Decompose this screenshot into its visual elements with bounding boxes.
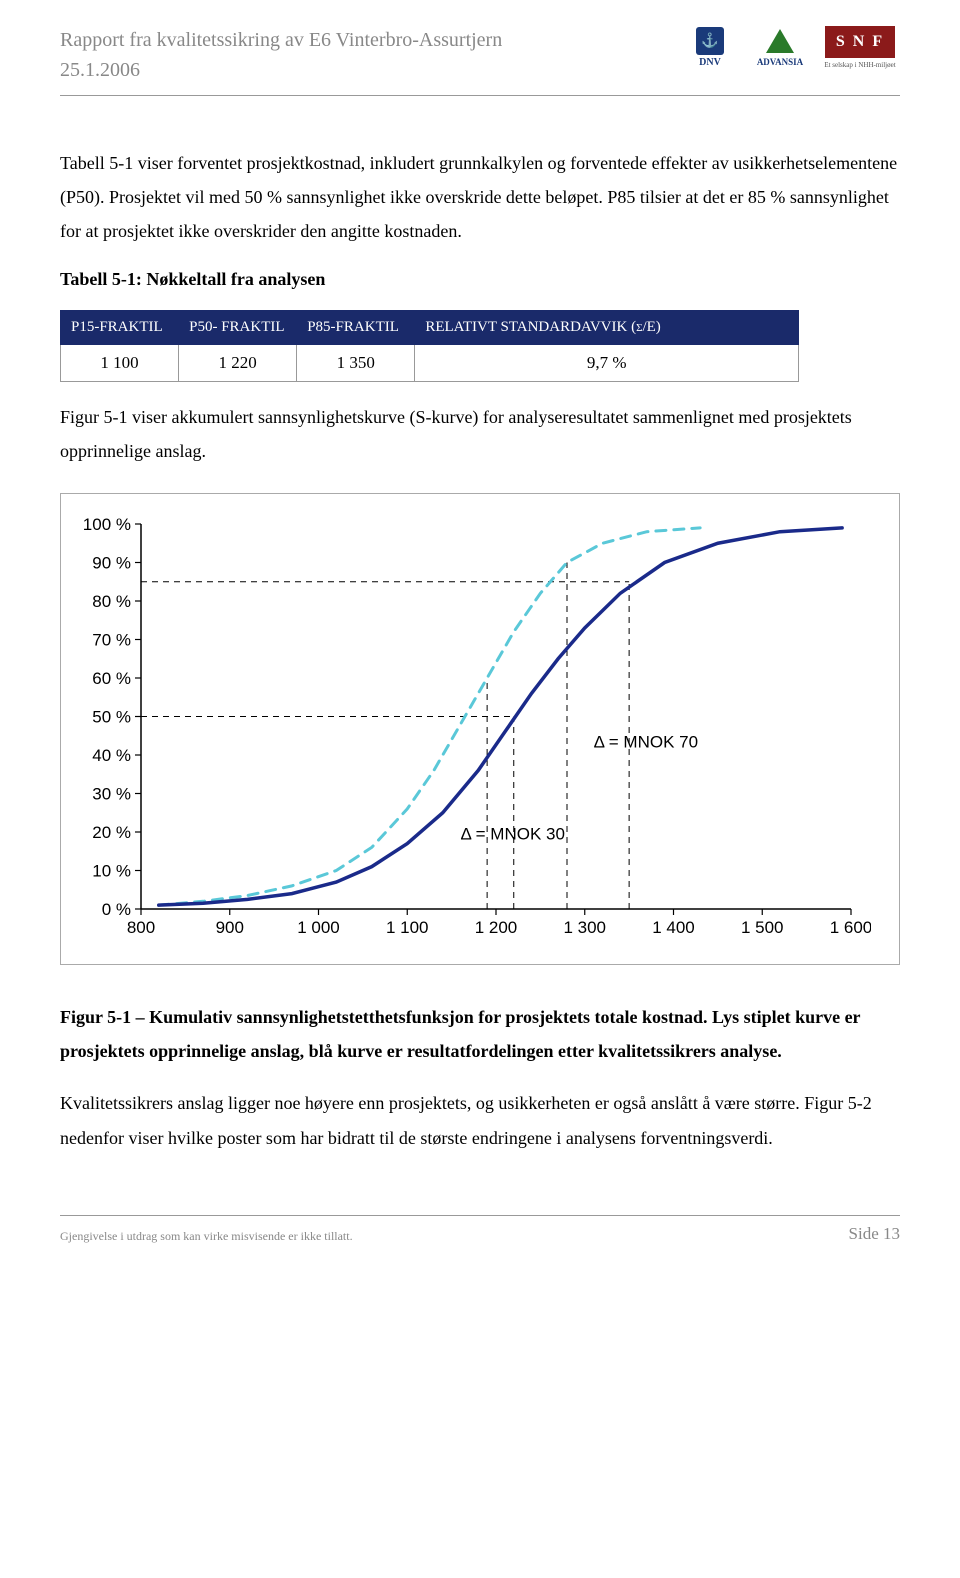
header-title-block: Rapport fra kvalitetssikring av E6 Vinte…	[60, 25, 502, 85]
cell-p85: 1 350	[297, 344, 415, 381]
svg-text:0 %: 0 %	[102, 900, 131, 919]
logo-dnv: ⚓ DNV	[680, 25, 740, 70]
anchor-icon: ⚓	[696, 27, 724, 55]
chart-svg: 0 % 10 % 20 % 30 % 40 % 50 % 60 % 70 % 80 % 90 % 1…	[71, 509, 871, 949]
page-header: Rapport fra kvalitetssikring av E6 Vinte…	[60, 25, 900, 96]
page-footer: Gjengivelse i utdrag som kan virke misvi…	[60, 1215, 900, 1244]
col-p85: P85-FRAKTIL	[297, 310, 415, 344]
svg-text:1 100: 1 100	[386, 918, 429, 937]
svg-text:1 600: 1 600	[830, 918, 871, 937]
svg-text:Δ = MNOK 70: Δ = MNOK 70	[594, 732, 698, 751]
footer-page: Side 13	[849, 1224, 900, 1244]
logo-row: ⚓ DNV ADVANSIA S N F Et selskap i NHH-mi…	[680, 25, 900, 70]
footer-disclaimer: Gjengivelse i utdrag som kan virke misvi…	[60, 1229, 353, 1244]
paragraph-conclusion: Kvalitetssikrers anslag ligger noe høyer…	[60, 1086, 900, 1154]
figure-caption: Figur 5-1 – Kumulativ sannsynlighetstett…	[60, 1000, 900, 1068]
svg-text:70 %: 70 %	[92, 630, 131, 649]
svg-text:90 %: 90 %	[92, 553, 131, 572]
col-p15: P15-FRAKTIL	[61, 310, 179, 344]
svg-text:60 %: 60 %	[92, 669, 131, 688]
svg-text:80 %: 80 %	[92, 592, 131, 611]
cell-p15: 1 100	[61, 344, 179, 381]
table-caption: Tabell 5-1: Nøkkeltall fra analysen	[60, 269, 900, 290]
svg-text:1 000: 1 000	[297, 918, 340, 937]
cell-relstd: 9,7 %	[415, 344, 799, 381]
figure-caption-text: Figur 5-1 – Kumulativ sannsynlighetstett…	[60, 1007, 860, 1061]
svg-text:20 %: 20 %	[92, 823, 131, 842]
svg-text:50 %: 50 %	[92, 707, 131, 726]
paragraph-figure-intro: Figur 5-1 viser akkumulert sannsynlighet…	[60, 400, 900, 468]
svg-text:1 400: 1 400	[652, 918, 695, 937]
svg-text:100 %: 100 %	[83, 515, 131, 534]
col-p50: P50- FRAKTIL	[179, 310, 297, 344]
svg-text:900: 900	[216, 918, 244, 937]
report-date: 25.1.2006	[60, 55, 502, 85]
col-relstd: RELATIVT STANDARDAVVIK (σ/E)	[415, 310, 799, 344]
svg-text:1 300: 1 300	[563, 918, 606, 937]
report-title: Rapport fra kvalitetssikring av E6 Vinte…	[60, 25, 502, 55]
logo-snf: S N F Et selskap i NHH-miljøet	[820, 25, 900, 70]
svg-text:30 %: 30 %	[92, 784, 131, 803]
svg-text:1 200: 1 200	[475, 918, 518, 937]
triangle-icon	[766, 29, 794, 53]
logo-advansia: ADVANSIA	[750, 25, 810, 70]
svg-text:10 %: 10 %	[92, 861, 131, 880]
svg-text:1 500: 1 500	[741, 918, 784, 937]
table-header-row: P15-FRAKTIL P50- FRAKTIL P85-FRAKTIL REL…	[61, 310, 799, 344]
cell-p50: 1 220	[179, 344, 297, 381]
fraktil-table: P15-FRAKTIL P50- FRAKTIL P85-FRAKTIL REL…	[60, 310, 799, 382]
svg-text:800: 800	[127, 918, 155, 937]
paragraph-intro: Tabell 5-1 viser forventet prosjektkostn…	[60, 146, 900, 249]
table-row: 1 100 1 220 1 350 9,7 %	[61, 344, 799, 381]
svg-text:40 %: 40 %	[92, 746, 131, 765]
svg-text:Δ = MNOK 30: Δ = MNOK 30	[461, 825, 565, 844]
s-curve-chart: 0 % 10 % 20 % 30 % 40 % 50 % 60 % 70 % 80 % 90 % 1…	[60, 493, 900, 965]
